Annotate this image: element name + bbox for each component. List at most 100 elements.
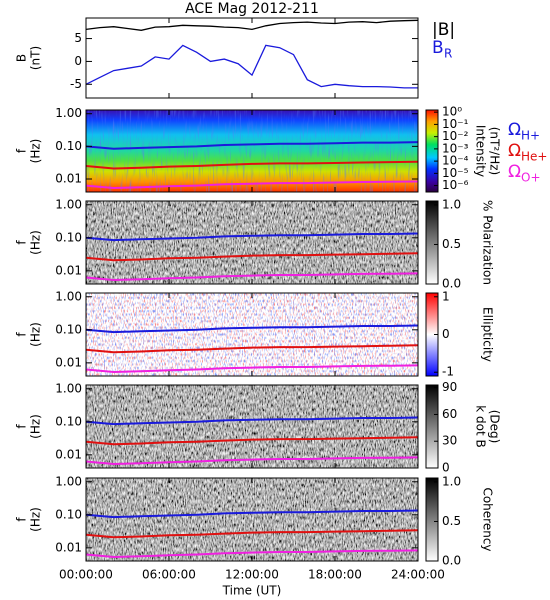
colorbar-label: Ellipticity: [481, 307, 495, 362]
legend-subscript: H+: [521, 129, 540, 143]
series-line: [85, 324, 419, 334]
legend-label: Ω: [508, 120, 521, 140]
colorbar-tick-label: 1.0: [442, 474, 461, 488]
legend-label: B: [432, 38, 444, 58]
y-axis-label: f: [15, 332, 29, 337]
series-line: [85, 529, 419, 539]
y-tick-label: 0.01: [55, 355, 82, 369]
y-axis-label: (Hz): [29, 414, 43, 439]
colorbar-tick-label: 0: [442, 461, 450, 475]
legend-label: Ω: [508, 141, 521, 161]
y-tick-label: 0.10: [55, 507, 82, 521]
x-tick-label: 00:00:00: [59, 568, 113, 582]
series-line: [85, 180, 419, 190]
colorbar: [425, 384, 439, 469]
y-axis-label: f: [15, 148, 29, 153]
series-line: [85, 232, 419, 242]
y-tick-label: 0.01: [55, 447, 82, 461]
colorbar-label: Coherency: [481, 487, 495, 551]
x-tick-label: 18:00:00: [308, 568, 362, 582]
series-line: [85, 416, 419, 426]
y-tick-label: 0.10: [55, 414, 82, 428]
x-tick-label: 12:00:00: [225, 568, 279, 582]
y-tick-label: 0.01: [55, 263, 82, 277]
spectrogram-texture: [86, 293, 418, 376]
y-axis-label: (Hz): [29, 230, 43, 255]
y-tick-label: -5: [70, 77, 82, 91]
series-line: [85, 272, 419, 282]
colorbar: [425, 200, 439, 285]
colorbar-tick-label: 0.0: [442, 277, 461, 291]
series-line: [85, 456, 419, 466]
y-tick-label: 1.00: [55, 197, 82, 211]
x-tick-label: 06:00:00: [142, 568, 196, 582]
series-line: [85, 252, 419, 262]
y-tick-label: 0.10: [55, 322, 82, 336]
y-axis-label: f: [15, 240, 29, 245]
legend-subscript: He+: [521, 150, 547, 164]
colorbar-tick-label: 0.0: [442, 554, 461, 568]
colorbar-tick-label: 10⁻⁵: [442, 166, 469, 180]
series-line: [85, 344, 419, 354]
colorbar-tick-label: 1: [442, 289, 450, 303]
colorbar-label: k dot B: [474, 405, 488, 447]
spectrogram-texture: [86, 385, 418, 468]
series-line: [85, 364, 419, 374]
colorbar-tick-label: 0.5: [442, 514, 461, 528]
colorbar-tick-label: 0: [442, 327, 450, 341]
y-axis-label: f: [15, 424, 29, 429]
chart-title: ACE Mag 2012-211: [185, 1, 319, 17]
colorbar-tick-label: 60: [442, 407, 457, 421]
spectrogram-texture: [86, 110, 418, 192]
y-tick-label: 1.00: [55, 289, 82, 303]
y-tick-label: 5: [74, 31, 82, 45]
y-axis-label: B: [15, 54, 29, 62]
colorbar-tick-label: 90: [442, 380, 457, 394]
spectrogram-texture: [86, 201, 418, 284]
x-tick-label: 24:00:00: [391, 568, 445, 582]
series-line: [85, 19, 419, 31]
colorbar-label: (nT²/Hz): [488, 127, 502, 175]
y-tick-label: 0: [74, 54, 82, 68]
series-line: [85, 160, 419, 170]
y-tick-label: 1.00: [55, 381, 82, 395]
legend-label: |B|: [432, 20, 455, 40]
y-tick-label: 1.00: [55, 474, 82, 488]
y-tick-label: 0.10: [55, 230, 82, 244]
colorbar-tick-label: 30: [442, 434, 457, 448]
colorbar-tick-label: 0.5: [442, 237, 461, 251]
colorbar-tick-label: 10⁻⁶: [442, 178, 469, 192]
colorbar: [425, 109, 439, 193]
colorbar-tick-label: -1: [442, 365, 454, 379]
y-axis-label: (nT): [29, 46, 43, 70]
series-line: [85, 141, 419, 150]
colorbar-label: % Polarization: [481, 200, 495, 285]
y-axis-label: f: [15, 517, 29, 522]
y-axis-label: (Hz): [29, 322, 43, 347]
x-axis-label: Time (UT): [222, 584, 282, 598]
legend-subscript: R: [444, 47, 452, 61]
legend-subscript: O+: [521, 171, 541, 185]
colorbar-tick-label: 10⁰: [442, 105, 462, 119]
y-tick-label: 0.01: [55, 540, 82, 554]
legend-label: Ω: [508, 162, 521, 182]
colorbar-label: (Deg): [488, 410, 502, 444]
colorbar-tick-label: 10⁻¹: [442, 117, 469, 131]
series-line: [85, 509, 419, 519]
colorbar-tick-label: 10⁻⁴: [442, 154, 469, 168]
colorbar-tick-label: 10⁻³: [442, 141, 469, 155]
y-axis-label: (Hz): [29, 507, 43, 532]
colorbar-tick-label: 10⁻²: [442, 129, 469, 143]
series-line: [85, 436, 419, 446]
series-line: [85, 44, 418, 89]
y-tick-label: 0.10: [55, 139, 82, 153]
y-tick-label: 1.00: [55, 106, 82, 120]
y-tick-label: 0.01: [55, 172, 82, 186]
colorbar-tick-label: 1.0: [442, 197, 461, 211]
y-axis-label: (Hz): [29, 139, 43, 164]
colorbar-label: Intensity: [474, 125, 488, 177]
series-line: [85, 549, 419, 559]
spectrogram-texture: [86, 478, 418, 561]
colorbar: [425, 477, 439, 562]
